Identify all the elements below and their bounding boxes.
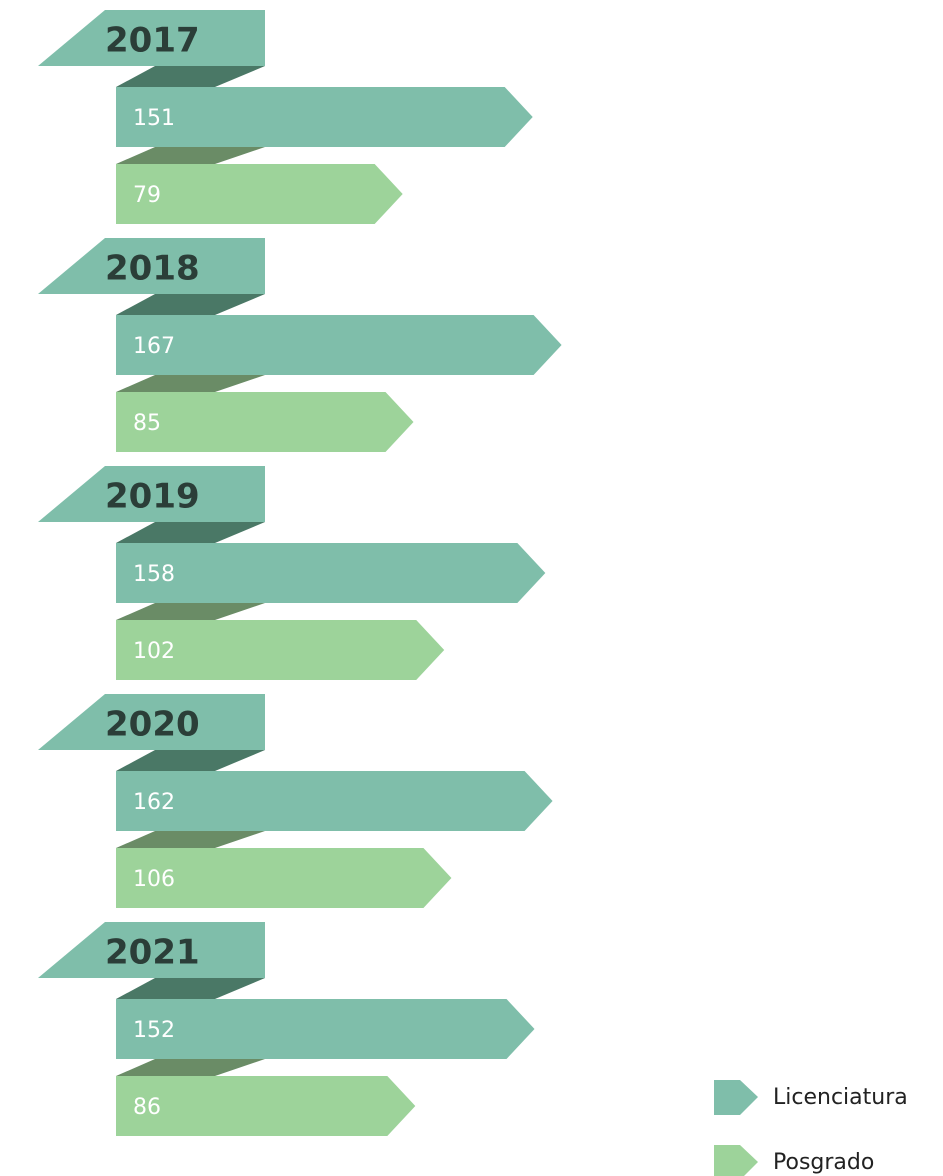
year-label: 2019 — [105, 477, 200, 517]
bar-shadow — [116, 978, 265, 999]
value-label: 106 — [133, 867, 175, 892]
bar — [116, 848, 452, 908]
year-banner — [38, 238, 265, 294]
legend-swatch — [714, 1080, 758, 1115]
value-label: 152 — [133, 1018, 175, 1043]
bar — [116, 999, 535, 1059]
bar — [116, 164, 403, 224]
year-banner — [38, 10, 265, 66]
bar-shadow — [116, 1059, 265, 1076]
bar-shadow — [116, 522, 265, 543]
bar — [116, 1076, 416, 1136]
legend-label: Licenciatura — [773, 1085, 908, 1110]
year-label: 2017 — [105, 21, 200, 61]
legend-swatch — [714, 1145, 758, 1176]
year-label: 2018 — [105, 249, 200, 289]
value-label: 162 — [133, 790, 175, 815]
value-label: 85 — [133, 411, 161, 436]
bar — [116, 771, 553, 831]
bar — [116, 315, 562, 375]
bar — [116, 620, 445, 680]
bar — [116, 392, 414, 452]
value-label: 151 — [133, 106, 175, 131]
legend-label: Posgrado — [773, 1150, 874, 1175]
value-label: 79 — [133, 183, 161, 208]
year-banner — [38, 922, 265, 978]
bar-shadow — [116, 147, 265, 164]
year-banner — [38, 466, 265, 522]
year-banner — [38, 694, 265, 750]
value-label: 158 — [133, 562, 175, 587]
bar-shadow — [116, 294, 265, 315]
value-label: 167 — [133, 334, 175, 359]
value-label: 86 — [133, 1095, 161, 1120]
bar-shadow — [116, 750, 265, 771]
year-label: 2020 — [105, 705, 200, 745]
year-label: 2021 — [105, 933, 200, 973]
bar — [116, 87, 533, 147]
bar-shadow — [116, 603, 265, 620]
value-label: 102 — [133, 639, 175, 664]
bar-shadow — [116, 831, 265, 848]
bar — [116, 543, 546, 603]
bar-shadow — [116, 375, 265, 392]
bar-shadow — [116, 66, 265, 87]
